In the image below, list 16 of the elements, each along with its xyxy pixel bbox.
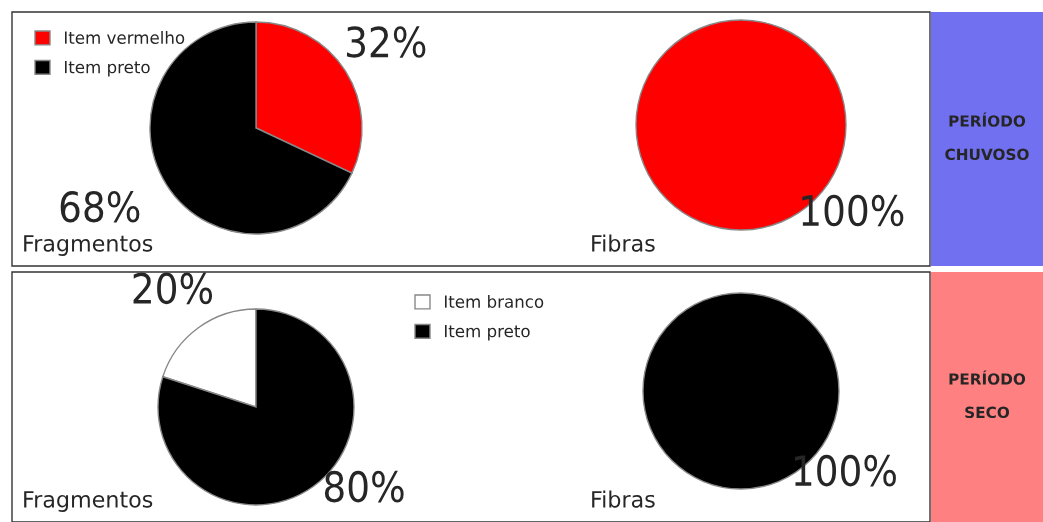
text: Fragmentos bbox=[24, 235, 153, 256]
legend-label: Item preto bbox=[444, 324, 530, 341]
legend-label: Item branco bbox=[444, 295, 544, 308]
text: Fibras bbox=[592, 234, 655, 252]
legend-label: Item preto bbox=[64, 60, 150, 77]
data-label: 32% bbox=[346, 26, 426, 58]
text: Fibras bbox=[592, 490, 655, 508]
data-label: 20% bbox=[133, 272, 213, 305]
data-label: 100% bbox=[802, 194, 904, 227]
data-label: 80% bbox=[324, 470, 404, 503]
legend-label: Item vermelho bbox=[64, 31, 185, 44]
text: PERÍODO CHUVOSO bbox=[945, 112, 1029, 161]
data-label: 100% bbox=[794, 454, 896, 487]
text: Fragmentos bbox=[24, 491, 153, 512]
data-label: 68% bbox=[60, 190, 140, 223]
text: PERÍODO SECO bbox=[949, 370, 1026, 419]
